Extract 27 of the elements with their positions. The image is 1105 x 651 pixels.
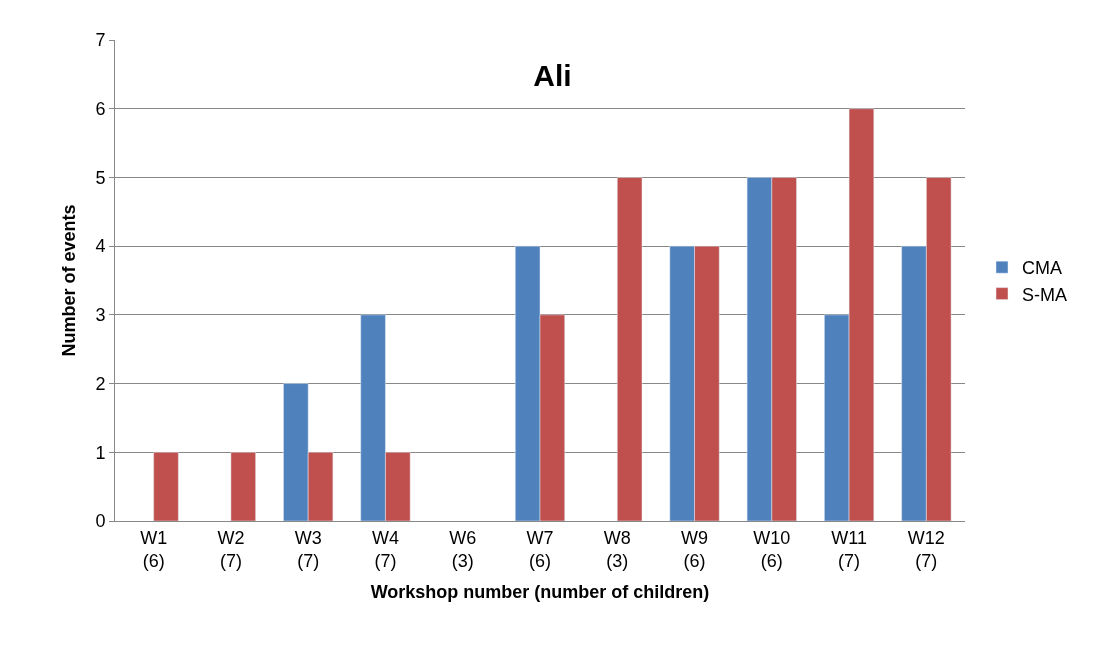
x-tick-label: W10 (6) <box>753 527 791 571</box>
y-axis-title: Number of events <box>58 204 79 357</box>
y-tick-label: 1 <box>95 442 106 463</box>
y-tick-label: 3 <box>95 305 106 326</box>
x-tick-label: W8 (3) <box>603 527 631 571</box>
text: Ali <box>533 59 572 93</box>
x-tick-label: W7 (6) <box>526 527 554 571</box>
bar <box>230 452 256 521</box>
x-tick-label: W12 (7) <box>907 527 945 571</box>
x-tick-label: W11 (7) <box>831 527 867 571</box>
legend-label: CMA <box>1022 258 1062 279</box>
x-tick-label: W3 (7) <box>294 527 322 571</box>
x-axis-title: Workshop number (number of children) <box>370 582 710 603</box>
y-tick-label: 4 <box>95 236 106 257</box>
x-tick-label: W1 (6) <box>140 527 168 571</box>
y-tick-label: 7 <box>95 30 106 51</box>
y-tick-label: 5 <box>95 167 106 188</box>
y-tick-label: 6 <box>95 99 106 120</box>
x-tick-label: W4 (7) <box>371 527 399 571</box>
legend-label: S-MA <box>1022 284 1067 305</box>
bar <box>153 452 179 521</box>
x-tick-label: W6 (3) <box>449 527 477 571</box>
x-tick-label: W2 (7) <box>217 527 245 571</box>
bar <box>617 177 643 521</box>
x-tick-label: W9 (6) <box>681 527 709 571</box>
y-tick-label: 2 <box>95 373 106 394</box>
y-tick-label: 0 <box>95 511 106 532</box>
